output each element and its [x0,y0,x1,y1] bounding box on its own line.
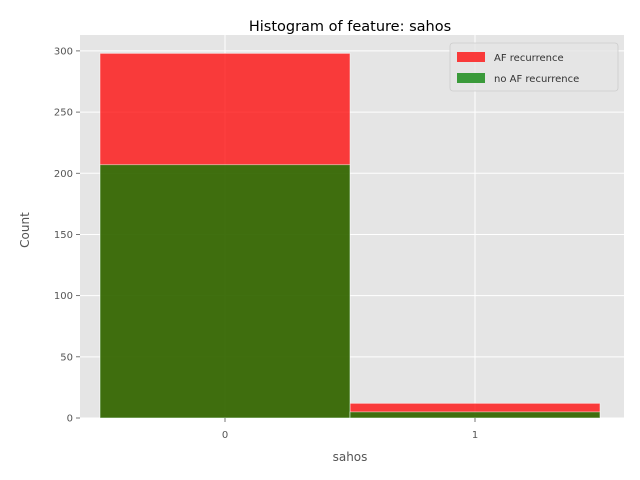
y-axis-ticks: 0 50 100 150 200 250 300 [54,46,80,425]
bars [99,52,601,419]
y-tick-label: 150 [54,230,73,241]
y-tick-label: 300 [54,46,73,57]
y-tick-label: 250 [54,108,73,119]
chart-title: Histogram of feature: sahos [249,19,451,35]
y-tick-label: 100 [54,291,73,302]
y-tick-label: 200 [54,169,73,180]
legend-swatch-no-af-recurrence [457,73,485,83]
legend-label-af-recurrence: AF recurrence [494,53,564,64]
legend: AF recurrence no AF recurrence [449,42,619,92]
y-tick-label: 50 [60,352,73,363]
x-tick-label: 1 [472,430,478,441]
bar-no-af-recurrence-0 [99,164,351,419]
legend-swatch-af-recurrence [457,52,485,62]
y-tick-label: 0 [67,414,73,425]
y-axis-label: Count [18,212,32,248]
legend-label-no-af-recurrence: no AF recurrence [494,74,579,85]
x-axis-label: sahos [333,450,368,464]
bar-no-af-recurrence-1 [349,411,601,419]
x-tick-label: 0 [222,430,228,441]
legend-box [449,42,619,92]
